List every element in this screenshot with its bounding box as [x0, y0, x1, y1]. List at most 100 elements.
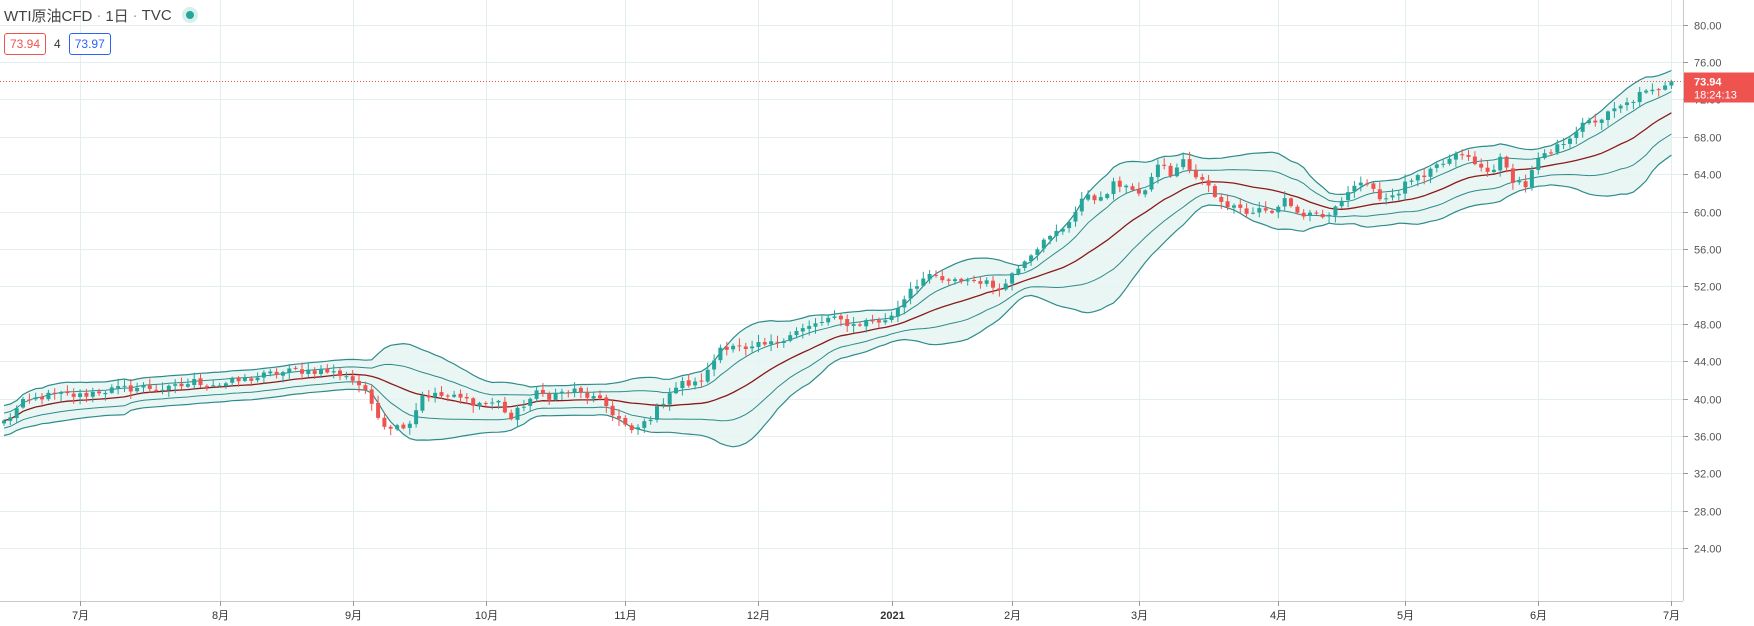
time-axis[interactable]: 7月 8月 9月 10月 11月 12月 2021 2月 3月 4月 5月 6月 7月	[0, 601, 1683, 622]
candle-body	[1244, 208, 1249, 214]
candle-body	[1086, 194, 1091, 200]
candle-body	[1289, 198, 1293, 207]
candle-body	[1308, 212, 1312, 216]
candle-body	[1238, 204, 1243, 208]
candle-body	[249, 378, 254, 381]
candle-body	[1098, 197, 1103, 201]
candle-body	[261, 372, 266, 378]
candle-body	[8, 417, 13, 421]
candle-body	[775, 341, 780, 343]
basis-line	[3, 112, 1672, 422]
candle-body	[483, 403, 488, 404]
candle-body	[629, 425, 634, 431]
candle-body	[585, 392, 590, 398]
candle-body	[242, 377, 247, 381]
candle-body	[1339, 200, 1344, 207]
candle-body	[1390, 195, 1395, 198]
candle-body	[553, 393, 558, 400]
candle-body	[1162, 164, 1167, 166]
candle-body	[838, 315, 843, 320]
sell-price-button[interactable]: 73.94	[4, 33, 47, 55]
candle-body	[1618, 105, 1623, 109]
candle-body	[401, 424, 406, 429]
candle-body	[1219, 197, 1224, 202]
candle-body	[832, 316, 837, 318]
candle-body	[2, 420, 6, 424]
candle-body	[636, 427, 640, 430]
price-axis[interactable]: 24.00 28.00 32.00 36.00 40.00 44.00 48.00 52.00…	[1683, 0, 1722, 601]
time-tick-label: 8月	[212, 610, 229, 622]
price-tick-label: 52.00	[1694, 282, 1722, 294]
candle-body	[667, 393, 672, 405]
candle-body	[21, 399, 25, 408]
candle-body	[724, 346, 729, 350]
lower-band-inner	[3, 133, 1672, 429]
candle-body	[236, 377, 241, 382]
candle-body	[458, 393, 463, 398]
time-tick-label: 11月	[614, 610, 636, 622]
candle-body	[864, 320, 869, 327]
candle-body	[46, 392, 51, 400]
candle-body	[680, 381, 685, 389]
candle-body	[135, 388, 140, 392]
candlestick-series	[2, 79, 1674, 436]
candle-body	[338, 370, 342, 377]
candle-body	[946, 279, 951, 281]
candle-body	[198, 378, 203, 386]
candle-body	[1669, 81, 1674, 86]
candle-body	[426, 395, 431, 398]
candle-body	[1282, 198, 1287, 207]
candle-body	[445, 395, 450, 397]
candle-body	[819, 322, 824, 323]
candle-body	[166, 385, 171, 390]
symbol-name[interactable]: WTI原油CFD	[4, 7, 93, 25]
candle-body	[173, 384, 178, 386]
buy-price-button[interactable]: 73.97	[68, 33, 111, 55]
candle-body	[1428, 168, 1433, 177]
candle-body	[1587, 120, 1591, 124]
time-tick-label: 7月	[1663, 610, 1680, 622]
candle-body	[1415, 175, 1420, 181]
candle-body	[1117, 180, 1122, 187]
candle-body	[1352, 185, 1357, 192]
candle-body	[33, 397, 38, 400]
candle-body	[350, 376, 355, 381]
interval-label[interactable]: 1日	[105, 7, 129, 25]
candle-body	[439, 392, 444, 396]
price-tick-label: 24.00	[1694, 544, 1722, 556]
candle-body	[185, 384, 190, 387]
candle-body	[1644, 90, 1649, 93]
candle-body	[699, 380, 704, 382]
candle-body	[1510, 168, 1515, 183]
candle-body	[293, 367, 298, 369]
candle-body	[1168, 165, 1173, 176]
candle-body	[1403, 181, 1408, 194]
candle-body	[1200, 177, 1205, 180]
time-tick-label: 5月	[1397, 610, 1414, 622]
candle-body	[1054, 230, 1059, 236]
candle-body	[1067, 221, 1072, 229]
candle-body	[1276, 206, 1281, 213]
candle-body	[84, 392, 89, 397]
candle-body	[534, 390, 539, 399]
candle-body	[1092, 195, 1097, 201]
candle-body	[1035, 249, 1040, 255]
candle-body	[325, 368, 330, 373]
market-status-icon[interactable]	[181, 7, 198, 23]
candle-body	[984, 280, 989, 284]
candle-body	[1181, 159, 1186, 168]
candle-body	[1187, 159, 1192, 170]
candle-body	[319, 368, 323, 374]
candle-body	[312, 370, 317, 374]
time-tick-label: 9月	[345, 610, 362, 622]
candle-body	[122, 385, 127, 387]
chart-grid	[0, 0, 1683, 601]
candle-body	[1295, 206, 1300, 213]
candle-body	[712, 360, 717, 370]
candle-body	[141, 385, 146, 388]
time-tick-label: 2021	[880, 610, 904, 622]
candle-body	[1536, 158, 1541, 170]
candle-body	[1105, 194, 1110, 198]
